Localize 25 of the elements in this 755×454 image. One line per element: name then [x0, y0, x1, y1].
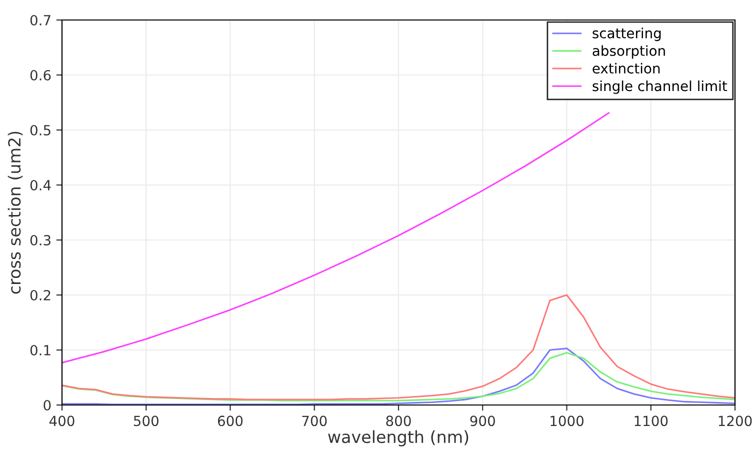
legend-label: absorption — [592, 45, 665, 59]
y-tick-label: 0.6 — [30, 70, 51, 80]
x-tick-label: 900 — [470, 416, 495, 426]
y-tick-label: 0.2 — [30, 290, 50, 300]
x-tick-label: 700 — [302, 416, 327, 426]
x-tick-label: 800 — [386, 416, 411, 426]
y-tick-label: 0 — [44, 400, 51, 410]
y-axis-title: cross section (um2) — [8, 132, 23, 294]
legend-label: extinction — [592, 62, 660, 74]
x-tick-label: 1200 — [718, 416, 752, 426]
x-tick-label: 1000 — [550, 416, 584, 426]
y-tick-label: 0.4 — [30, 180, 51, 190]
x-tick-label: 400 — [49, 416, 74, 426]
x-tick-label: 500 — [134, 416, 158, 426]
legend-label: single channel limit — [592, 80, 728, 94]
line-series — [62, 112, 610, 364]
x-tick-label: 1100 — [634, 416, 668, 426]
y-tick-label: 0.5 — [30, 124, 50, 136]
y-tick-label: 0.1 — [30, 344, 50, 356]
line-series — [62, 294, 735, 400]
y-tick-label: 0.3 — [30, 234, 50, 246]
y-tick-label: 0.7 — [30, 14, 50, 26]
x-tick-label: 600 — [218, 416, 243, 426]
x-axis-title: wavelength (nm) — [328, 430, 468, 446]
legend-label: scattering — [592, 28, 661, 42]
